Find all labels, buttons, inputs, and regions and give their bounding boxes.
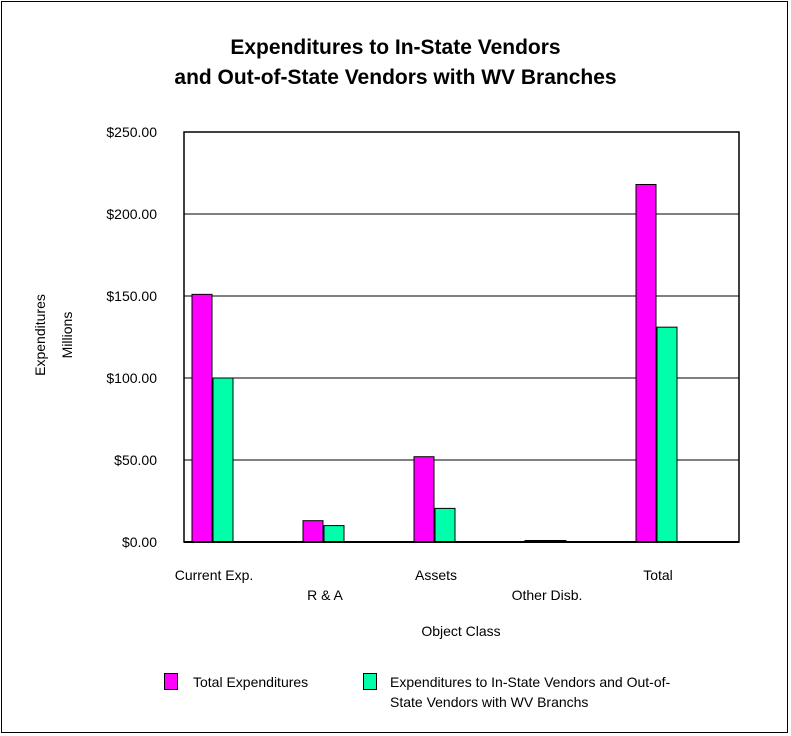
legend-label-instate-line2: State Vendors with WV Branchs (390, 694, 589, 710)
legend-label-instate: Expenditures to In-State Vendors and Out… (390, 672, 670, 712)
y-axis-label-line2: Millions (59, 312, 75, 359)
bar-instate-1 (323, 525, 345, 543)
bar-instate-4 (656, 326, 678, 543)
y-tick-label: $200.00 (106, 206, 157, 222)
legend-label-instate-line1: Expenditures to In-State Vendors and Out… (390, 674, 671, 690)
y-tick-label: $150.00 (106, 288, 157, 304)
bar-instate-2 (434, 507, 456, 543)
bar-total-1 (302, 520, 324, 543)
x-tick-label: Total (643, 567, 673, 583)
legend-label-total: Total Expenditures (193, 674, 309, 690)
bar-instate-0 (212, 377, 234, 543)
y-tick-label: $100.00 (106, 370, 157, 386)
bar-total-0 (191, 293, 213, 543)
y-tick-label: $0.00 (122, 534, 157, 550)
x-axis-label: Object Class (421, 623, 500, 639)
bar-total-4 (635, 183, 657, 543)
x-tick-label: Assets (415, 567, 457, 583)
legend-swatch-total (164, 673, 178, 690)
y-tick-label: $250.00 (106, 124, 157, 140)
x-tick-label: Other Disb. (512, 587, 583, 603)
bar-total-2 (413, 456, 435, 543)
chart-title-line2: and Out-of-State Vendors with WV Branche… (174, 66, 617, 89)
legend-swatch-instate (363, 673, 377, 690)
x-tick-label: Current Exp. (175, 567, 254, 583)
x-tick-label: R & A (307, 587, 343, 603)
y-axis-label-line1: Expenditures (32, 294, 48, 376)
chart-title-line1: Expenditures to In-State Vendors (230, 36, 561, 59)
y-tick-label: $50.00 (114, 452, 157, 468)
